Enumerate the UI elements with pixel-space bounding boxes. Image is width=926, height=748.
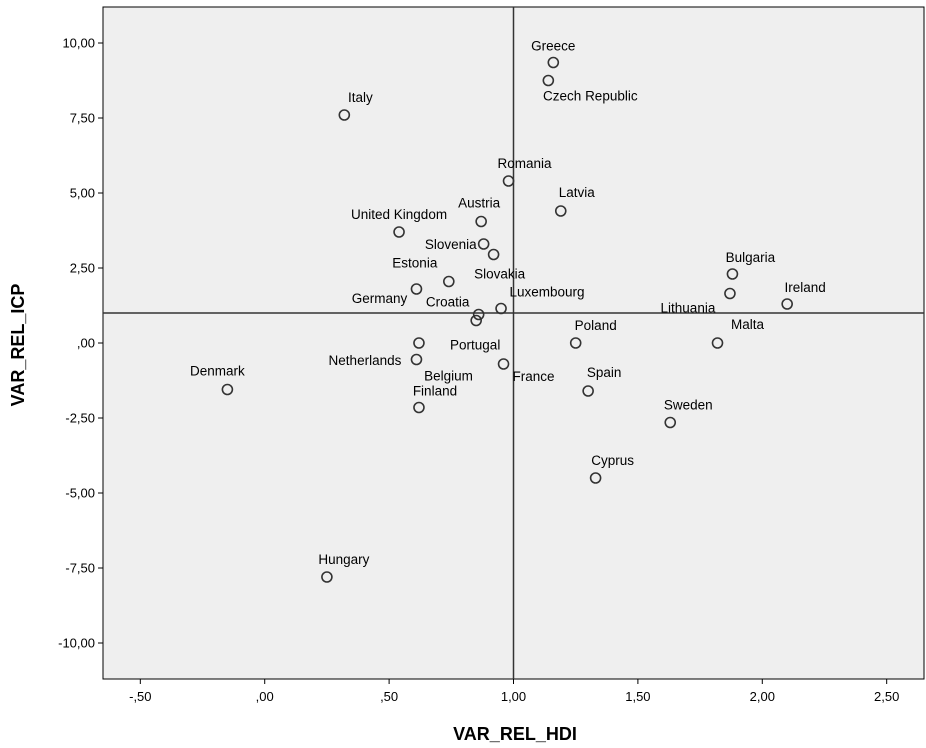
data-point [443,275,455,288]
data-point [221,383,234,396]
point-label: Spain [587,365,622,380]
data-point [726,268,739,280]
data-point [542,74,555,87]
x-tick-label: 1,50 [625,689,650,704]
x-tick-label: 2,00 [750,689,775,704]
point-label: Czech Republic [543,89,638,104]
point-label: United Kingdom [351,207,447,222]
data-points: Greece Czech Republic Italy Romania Latvia Au… [190,39,826,583]
point-label: Slovenia [425,237,477,252]
point-label: Germany [352,291,408,306]
data-point [711,337,724,349]
data-point [338,109,351,121]
point-label: Croatia [426,295,470,310]
y-tick-label: 2,50 [70,261,95,276]
point-label: Latvia [559,185,596,200]
x-tick-label: ,00 [256,689,274,704]
point-label: Belgium [424,369,473,384]
data-point [582,385,594,397]
point-label: Estonia [392,256,438,271]
x-tick-label: ,50 [380,689,398,704]
point-label: Finland [413,384,457,399]
point-label: Hungary [318,552,369,567]
point-label: France [513,369,555,384]
point-label: Greece [531,39,575,54]
y-axis-title: VAR_REL_ICP [8,284,28,407]
data-point [497,358,510,370]
point-label: Netherlands [329,353,402,368]
data-point [477,238,490,250]
data-point [413,337,425,349]
point-label: Austria [458,196,501,211]
point-label: Luxembourg [510,285,585,300]
data-point [393,226,405,238]
data-point [495,302,507,315]
y-tick-label: 7,50 [70,111,95,126]
point-label: Lithuania [661,301,716,316]
y-tick-label: -7,50 [65,561,95,576]
point-label: Romania [498,156,553,171]
y-tick-label: -5,00 [65,486,95,501]
data-point [781,298,793,310]
x-tick-label: -,50 [129,689,151,704]
data-point [724,287,736,300]
point-label: Poland [575,318,617,333]
data-point [410,353,423,366]
data-point [470,314,482,327]
data-point [589,472,602,484]
point-label: Italy [348,90,373,105]
data-point [502,175,515,187]
x-tick-label: 2,50 [874,689,899,704]
data-point [472,308,485,321]
data-point [664,416,677,429]
x-axis-title: VAR_REL_HDI [453,724,577,744]
data-point [547,56,560,69]
data-point [321,571,333,583]
y-axis: 10,00 7,50 5,00 2,50 ,00 -2,50 -5,00 -7,50 -10,0… [58,36,103,651]
point-label: Cyprus [591,453,634,468]
point-label: Ireland [785,280,826,295]
data-point [569,337,582,349]
point-label: Bulgaria [726,250,776,265]
data-point [475,215,487,228]
y-tick-label: -10,00 [58,636,95,651]
y-tick-label: ,00 [77,336,95,351]
data-point [487,248,500,261]
data-point [410,283,423,295]
x-tick-label: 1,00 [501,689,526,704]
point-label: Slovakia [474,267,526,282]
point-label: Sweden [664,398,713,413]
y-tick-label: 10,00 [62,36,95,51]
point-label: Portugal [450,338,500,353]
y-tick-label: 5,00 [70,186,95,201]
point-label: Malta [731,317,765,332]
x-axis: -,50 ,00 ,50 1,00 1,50 2,00 2,50 [129,679,899,704]
data-point [554,205,567,217]
point-label: Denmark [190,364,245,379]
y-tick-label: -2,50 [65,411,95,426]
data-point [413,401,425,414]
